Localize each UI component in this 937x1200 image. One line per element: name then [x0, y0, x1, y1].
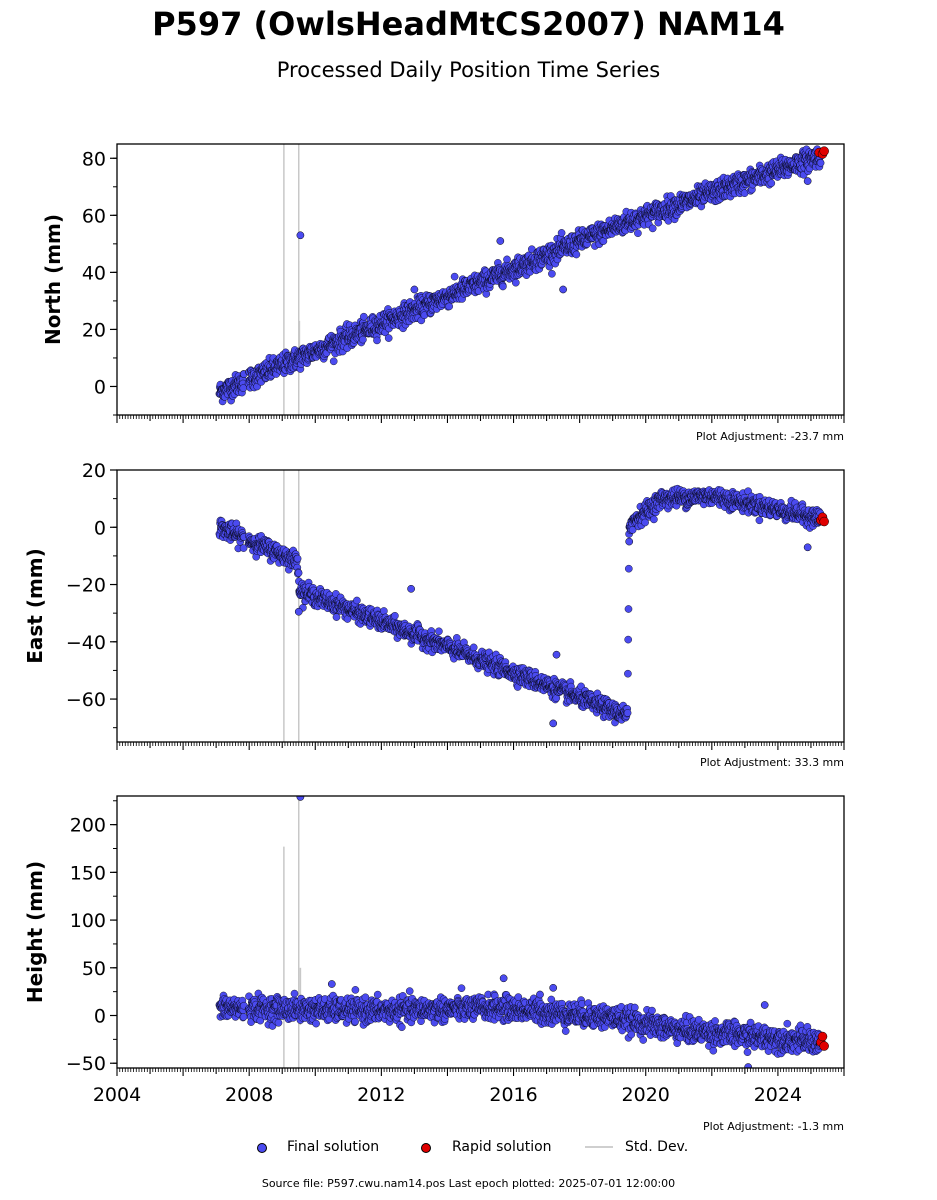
- final-point: [650, 515, 658, 524]
- final-point: [373, 990, 382, 999]
- y-tick-label: 20: [82, 319, 106, 341]
- plot-area-east: [215, 470, 829, 742]
- final-point: [469, 643, 478, 652]
- y-tick-label: 40: [82, 262, 106, 284]
- final-point: [384, 334, 393, 342]
- final-point: [755, 516, 764, 525]
- final-point: [512, 278, 520, 287]
- final-point: [548, 269, 556, 278]
- y-tick-label: −60: [66, 689, 106, 711]
- plot-adjustment-north: Plot Adjustment: -23.7 mm: [696, 430, 844, 443]
- y-tick-label: 60: [82, 205, 106, 227]
- final-point: [373, 336, 381, 345]
- final-point: [503, 255, 511, 264]
- final-point: [499, 282, 507, 291]
- plot-adjustment-east: Plot Adjustment: 33.3 mm: [700, 756, 844, 769]
- final-point: [359, 312, 368, 321]
- final-point: [572, 250, 581, 259]
- final-point: [380, 607, 388, 615]
- plot-area-height: [215, 796, 829, 1068]
- y-tick-label: 20: [82, 460, 106, 482]
- final-point: [435, 627, 443, 636]
- final-point: [351, 986, 360, 994]
- y-tick-label: −20: [66, 575, 106, 597]
- final-points-north: [215, 145, 825, 406]
- final-point: [624, 635, 633, 644]
- final-point: [445, 302, 454, 311]
- y-tick-label: 0: [94, 517, 106, 539]
- final-point-outlier: [803, 543, 812, 552]
- final-point: [293, 554, 302, 563]
- final-point: [359, 335, 367, 344]
- final-point-outlier: [496, 237, 505, 245]
- final-point-outlier: [410, 285, 419, 294]
- chart-title: P597 (OwlsHeadMtCS2007) NAM14: [152, 5, 785, 43]
- final-point: [312, 1019, 320, 1028]
- final-point: [623, 709, 632, 717]
- final-points-height: [215, 796, 825, 1068]
- final-point: [397, 1023, 406, 1031]
- final-point-outlier: [549, 719, 558, 728]
- final-point: [294, 569, 303, 577]
- y-axis-label-north: North (mm): [41, 214, 65, 345]
- final-point-outlier: [407, 584, 415, 593]
- final-point-outlier: [552, 650, 561, 659]
- final-point: [329, 357, 338, 366]
- final-point-outlier: [294, 607, 303, 616]
- final-point: [391, 612, 399, 620]
- rapid-point: [819, 516, 829, 527]
- final-point: [624, 669, 632, 678]
- final-point: [274, 1019, 283, 1027]
- panel-north: 0 20 40 60 80 North (mm) Plot Adjustment: -23.…: [41, 143, 845, 443]
- y-axis-label-east: East (mm): [23, 548, 47, 664]
- y-tick-label: −40: [66, 632, 106, 654]
- y-tick-label: 0: [94, 376, 106, 398]
- final-point: [557, 229, 566, 237]
- final-point: [332, 613, 341, 621]
- final-point: [450, 272, 459, 281]
- final-point: [625, 564, 633, 573]
- final-point: [624, 605, 633, 613]
- final-point-outlier: [559, 285, 567, 294]
- final-point: [816, 159, 825, 167]
- final-point: [239, 1013, 248, 1021]
- panel-east: −60 −40 −20 0 20 East (mm) Plot Adjustment: 33…: [23, 460, 845, 769]
- final-point-outlier: [296, 231, 305, 240]
- final-points-east: [215, 484, 825, 728]
- final-point: [239, 544, 248, 552]
- y-tick-label: 80: [82, 148, 106, 170]
- plot-area-north: [215, 144, 829, 415]
- final-point: [767, 179, 776, 187]
- final-point: [634, 229, 642, 237]
- final-point-outlier: [625, 537, 634, 546]
- final-point: [648, 224, 657, 233]
- chart-subtitle: Processed Daily Position Time Series: [276, 58, 661, 82]
- final-point: [290, 989, 299, 998]
- final-point: [351, 1017, 359, 1026]
- rapid-point: [819, 146, 829, 156]
- final-point: [353, 596, 361, 605]
- final-point-outlier: [803, 177, 812, 185]
